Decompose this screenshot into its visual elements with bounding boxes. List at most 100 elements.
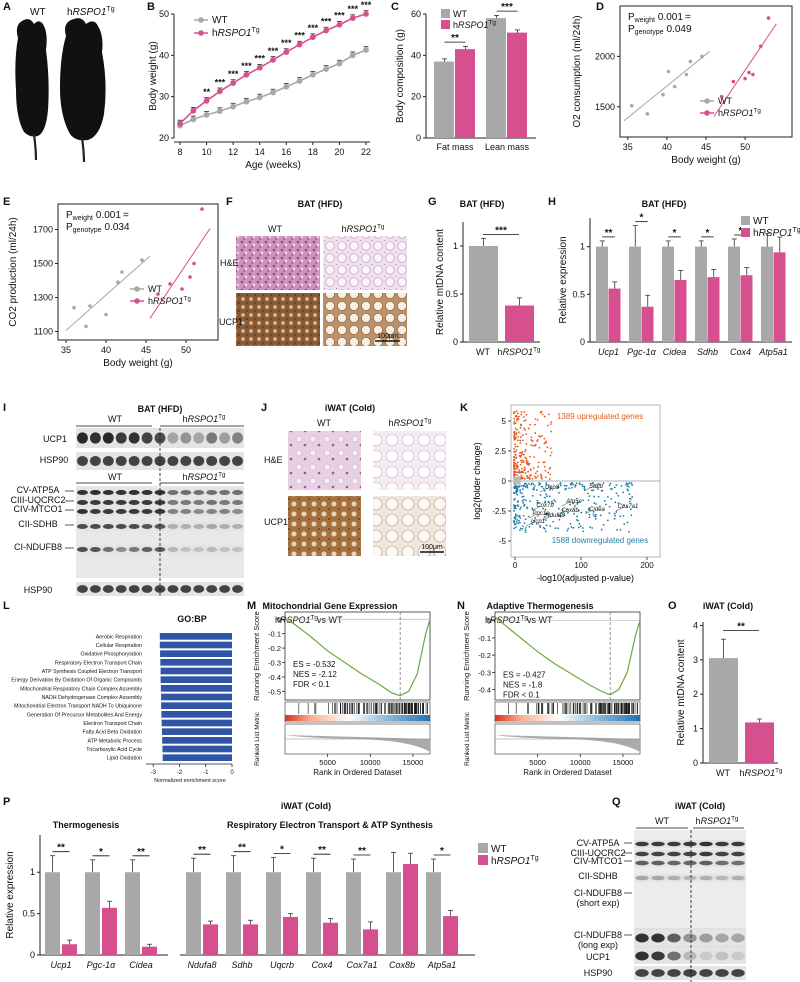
volcano-down-point xyxy=(595,503,597,505)
blot-oxphos-row-4-band xyxy=(193,546,205,553)
term-label: Lipid Oxidation xyxy=(107,756,142,762)
volcano-down-point xyxy=(522,498,525,501)
x-category-label: WT xyxy=(476,347,490,357)
volcano-down-point xyxy=(518,521,521,524)
blot-oxphos-row-3-band xyxy=(154,523,166,530)
data-point-wt xyxy=(230,103,237,110)
group-tg-label: hRSPO1Tg xyxy=(183,413,226,424)
x-category-label: Cox4 xyxy=(730,347,751,357)
y-axis-label: Running Enrichment Score xyxy=(462,611,471,701)
volcano-up-point xyxy=(516,412,519,415)
blot-ucp1-band xyxy=(141,432,153,444)
volcano-down-point xyxy=(559,482,562,485)
fdr-stat: FDR < 0.1 xyxy=(293,680,330,689)
volcano-up-point xyxy=(538,435,541,437)
blot-oxphos-row-4-band xyxy=(206,546,218,553)
volcano-down-point xyxy=(593,495,595,498)
volcano-down-point xyxy=(517,485,519,488)
volcano-down-point xyxy=(521,528,524,530)
volcano-down-point xyxy=(517,519,520,522)
legend-tg-label: hRSPO1Tg xyxy=(148,295,191,306)
volcano-down-point xyxy=(514,505,516,508)
legend-wt-label: WT xyxy=(453,9,467,19)
x-tick-label: 5000 xyxy=(319,758,336,767)
group-title: Respiratory Electron Transport & ATP Syn… xyxy=(227,820,433,830)
histology-he-tg xyxy=(323,236,407,290)
blot-hsp90-top-band xyxy=(167,455,179,467)
sig-stars: ** xyxy=(318,845,326,856)
volcano-up-point xyxy=(522,471,525,474)
bar-wt xyxy=(266,872,281,955)
volcano-up-point xyxy=(519,426,522,429)
volcano-down-point xyxy=(610,497,613,500)
enrichment-bar xyxy=(160,659,232,666)
volcano-down-point xyxy=(515,492,518,495)
volcano-up-point xyxy=(514,427,517,430)
blot-oxphos-row-0-band xyxy=(89,489,101,496)
volcano-up-point xyxy=(524,456,527,459)
volcano-up-point xyxy=(540,476,543,479)
volcano-up-point xyxy=(514,450,517,453)
legend-tg-label: hRSPO1Tg xyxy=(453,19,496,30)
bar-wt xyxy=(45,872,60,955)
volcano-down-point xyxy=(545,482,548,484)
volcano-up-point xyxy=(543,465,546,468)
volcano-down-point xyxy=(606,495,609,498)
blot-oxphos-row-2-band xyxy=(167,508,179,515)
x-tick-label: 50 xyxy=(181,345,191,355)
volcano-ns-point xyxy=(518,478,521,480)
y-tick-label: -0.4 xyxy=(478,686,491,695)
blot-oxphos-row-0-band xyxy=(232,489,243,496)
p-genotype-p: P xyxy=(66,222,73,233)
volcano-down-point xyxy=(519,527,522,530)
y-axis-label-2: Ranked List Metric xyxy=(464,711,471,766)
volcano-up-point xyxy=(519,442,522,445)
volcano-down-point xyxy=(615,511,618,513)
panel-f: BAT (HFD) WT hRSPO1Tg H&E UCP1 100μm xyxy=(219,199,407,346)
volcano-up-point xyxy=(536,470,539,473)
panel-j: iWAT (Cold) WT hRSPO1Tg H&E UCP1 100μm xyxy=(264,403,446,556)
bar-wt xyxy=(426,872,441,955)
volcano-up-point xyxy=(548,478,551,480)
scatter-point-wt xyxy=(684,72,689,77)
x-axis-label: Age (weeks) xyxy=(245,160,301,171)
blot-oxphos-row-4-band xyxy=(89,546,101,553)
sig-stars: * xyxy=(640,213,644,224)
series-line-tg xyxy=(179,13,367,125)
gene-leader xyxy=(584,509,594,515)
blot-label: HSP90 xyxy=(584,968,613,978)
volcano-up-point xyxy=(546,446,549,449)
blot-hsp90-bottom-band xyxy=(89,585,101,593)
blot-oxphos-row-1-band xyxy=(167,499,179,506)
blot-oxphos-row-0-band xyxy=(167,489,179,496)
tg-sup: Tg xyxy=(106,6,114,13)
sig-stars: * xyxy=(280,844,284,855)
scatter-point-tg xyxy=(168,282,172,286)
volcano-down-point xyxy=(513,498,516,501)
blot-label: (long exp) xyxy=(578,940,618,950)
volcano-down-point xyxy=(609,482,612,485)
volcano-down-point xyxy=(515,487,518,490)
volcano-up-point xyxy=(518,454,521,457)
y-tick-label: 1700 xyxy=(33,225,53,235)
blot-row-3-band xyxy=(667,875,681,881)
y-tick-label: 0 xyxy=(487,617,491,626)
y-tick-label: 40 xyxy=(159,50,169,60)
volcano-down-point xyxy=(581,527,584,529)
volcano-down-point xyxy=(516,514,519,517)
volcano-up-point xyxy=(517,431,520,434)
sig-stars: *** xyxy=(254,54,265,64)
panel-title: iWAT (Cold) xyxy=(325,403,375,413)
y-tick-label: 30 xyxy=(159,92,169,102)
volcano-down-point xyxy=(568,487,571,490)
scatter-point-wt xyxy=(104,312,108,317)
volcano-down-point xyxy=(590,489,593,492)
volcano-down-point xyxy=(619,528,622,531)
es-stat: ES = -0.532 xyxy=(293,660,336,669)
volcano-down-point xyxy=(551,500,553,503)
blot-row-2-band xyxy=(635,860,649,866)
y-tick-label: 20 xyxy=(411,92,421,102)
p-genotype: Pgenotype 0.034 xyxy=(66,222,130,234)
volcano-up-point xyxy=(520,461,523,464)
